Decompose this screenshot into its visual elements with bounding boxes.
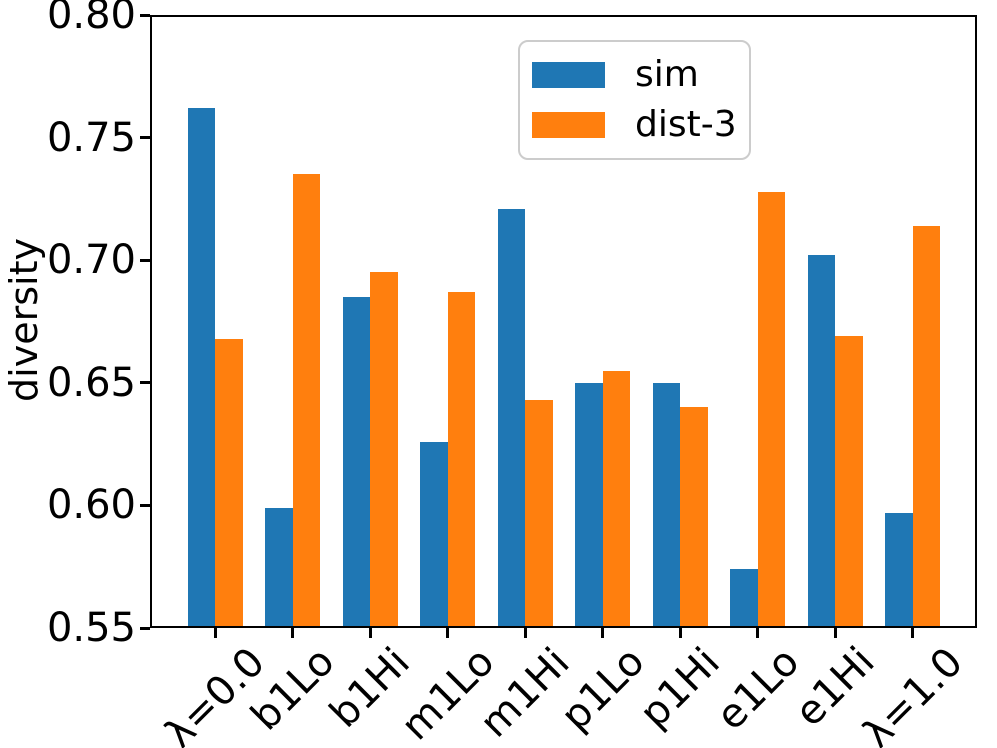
bar-dist-3-λ=1.0 (912, 225, 940, 628)
bar-dist-3-p1Lo (602, 370, 630, 628)
y-tick-label: 0.80 (46, 0, 136, 38)
x-tick-mark (911, 628, 914, 638)
bar-dist-3-b1Lo (292, 174, 320, 628)
x-tick-label: λ=1.0 (853, 638, 972, 748)
bar-sim-m1Hi (497, 208, 525, 628)
x-tick-label: e1Lo (707, 638, 808, 740)
legend-label-dist3: dist-3 (635, 104, 737, 146)
bar-dist-3-e1Lo (757, 191, 785, 628)
x-tick-mark (368, 628, 372, 638)
legend-item-dist3: dist-3 (532, 107, 749, 143)
bar-sim-λ=1.0 (885, 512, 913, 628)
legend-label-sim: sim (635, 53, 699, 95)
legend-swatch-dist3 (532, 112, 605, 139)
bar-sim-b1Hi (342, 296, 370, 628)
y-tick-mark (140, 381, 150, 385)
y-tick-label: 0.65 (46, 359, 136, 406)
y-tick-mark (140, 626, 150, 630)
bar-sim-e1Lo (730, 569, 758, 628)
legend-item-sim: sim (532, 53, 749, 95)
y-tick-mark (140, 503, 150, 507)
x-tick-mark (756, 628, 759, 638)
bar-sim-p1Hi (652, 382, 680, 628)
bar-sim-m1Lo (420, 441, 448, 628)
bar-dist-3-p1Hi (680, 407, 708, 628)
bar-dist-3-m1Hi (525, 399, 553, 628)
y-tick-label: 0.55 (46, 605, 136, 651)
y-tick-mark (140, 258, 150, 262)
y-tick-label: 0.60 (46, 482, 136, 529)
x-tick-mark (833, 628, 837, 638)
x-tick-mark (678, 628, 682, 638)
legend-swatch-sim (532, 61, 605, 88)
x-tick-mark (213, 628, 217, 638)
y-tick-mark (140, 13, 150, 17)
x-tick-mark (523, 628, 527, 638)
x-tick-mark (446, 628, 449, 638)
bar-dist-3-λ=0.0 (215, 338, 243, 628)
bar-sim-b1Lo (265, 507, 293, 628)
y-tick-label: 0.70 (46, 237, 136, 284)
bar-sim-p1Lo (575, 382, 603, 628)
bar-dist-3-b1Hi (370, 272, 398, 628)
bar-dist-3-e1Hi (835, 336, 863, 628)
x-tick-mark (601, 628, 604, 638)
bar-sim-e1Hi (807, 255, 835, 628)
bar-sim-λ=0.0 (187, 108, 215, 628)
y-axis-label: diversity (2, 238, 46, 402)
y-tick-mark (140, 136, 150, 140)
legend: sim dist-3 (518, 40, 751, 160)
x-tick-label: p1Hi (631, 638, 729, 737)
y-tick-label: 0.75 (46, 114, 136, 161)
x-tick-label: m1Lo (392, 638, 503, 748)
x-tick-mark (291, 628, 294, 638)
bar-dist-3-m1Lo (447, 292, 475, 628)
x-tick-label: p1Lo (551, 638, 654, 740)
